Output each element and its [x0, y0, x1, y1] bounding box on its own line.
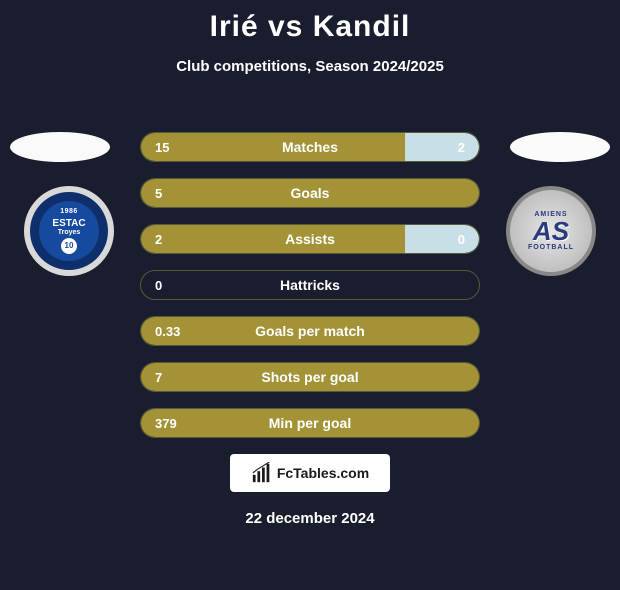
- player-left-head: [10, 132, 110, 162]
- stat-row: 0.33Goals per match: [140, 316, 480, 346]
- stat-row: 152Matches: [140, 132, 480, 162]
- club-badge-left: 1986 ESTAC Troyes 10: [24, 186, 114, 276]
- stat-row: 5Goals: [140, 178, 480, 208]
- badge-left-number: 10: [61, 238, 77, 254]
- stat-row: 379Min per goal: [140, 408, 480, 438]
- stat-row: 0Hattricks: [140, 270, 480, 300]
- stat-label: Goals per match: [141, 323, 479, 339]
- badge-right-arc-bot: FOOTBALL: [528, 244, 574, 251]
- stat-row: 7Shots per goal: [140, 362, 480, 392]
- chart-icon: [251, 462, 273, 484]
- stat-label: Min per goal: [141, 415, 479, 431]
- date: 22 december 2024: [0, 510, 620, 527]
- stat-label: Matches: [141, 139, 479, 155]
- stat-label: Shots per goal: [141, 369, 479, 385]
- subtitle: Club competitions, Season 2024/2025: [0, 58, 620, 75]
- club-badge-right-inner: AMIENS AS FOOTBALL: [528, 211, 574, 251]
- club-badge-left-inner: 1986 ESTAC Troyes 10: [39, 201, 99, 261]
- brand-box: FcTables.com: [230, 454, 390, 492]
- badge-left-name: ESTAC: [52, 218, 85, 229]
- club-badge-right: AMIENS AS FOOTBALL: [506, 186, 596, 276]
- page-title: Irié vs Kandil: [0, 10, 620, 44]
- badge-left-sub: Troyes: [58, 229, 81, 237]
- stat-label: Hattricks: [141, 277, 479, 293]
- stat-label: Goals: [141, 185, 479, 201]
- stat-label: Assists: [141, 231, 479, 247]
- player-right-head: [510, 132, 610, 162]
- brand-text: FcTables.com: [277, 465, 369, 481]
- badge-right-mid: AS: [528, 218, 574, 244]
- badge-left-year: 1986: [60, 208, 78, 216]
- stat-row: 20Assists: [140, 224, 480, 254]
- stats-bars: 152Matches 5Goals 20Assists 0Hattricks 0.33G…: [140, 132, 480, 454]
